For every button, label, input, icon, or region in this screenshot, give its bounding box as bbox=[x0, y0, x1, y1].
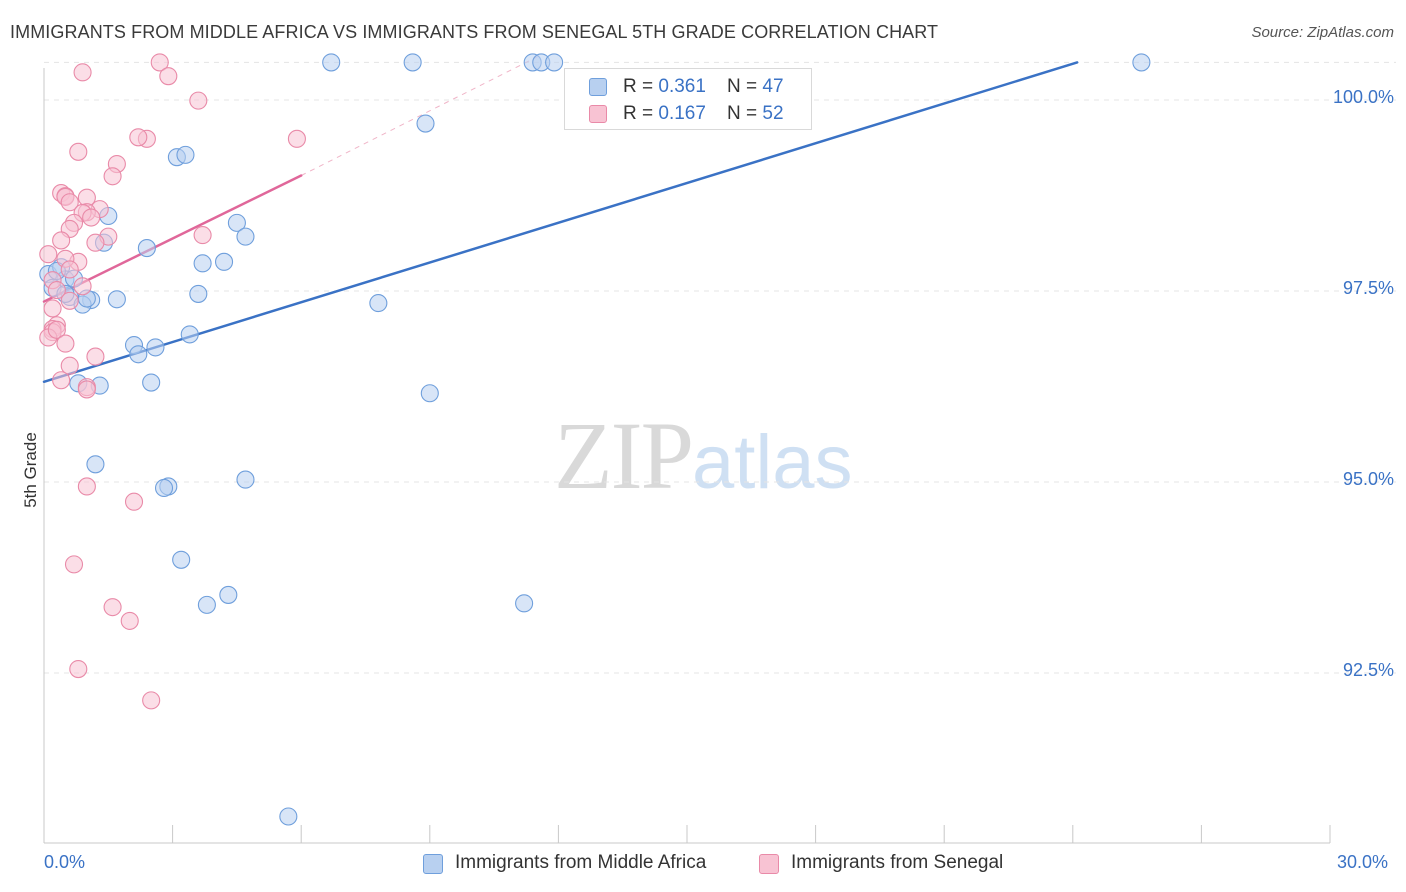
point-middle-africa bbox=[146, 338, 165, 357]
point-middle-africa bbox=[193, 254, 212, 273]
point-senegal bbox=[39, 245, 58, 264]
point-senegal bbox=[60, 356, 79, 375]
point-middle-africa bbox=[322, 53, 341, 72]
point-senegal bbox=[47, 281, 66, 300]
point-senegal bbox=[73, 63, 92, 82]
point-senegal bbox=[69, 659, 88, 679]
point-senegal bbox=[129, 128, 148, 147]
point-middle-africa bbox=[197, 595, 216, 614]
chart-title: IMMIGRANTS FROM MIDDLE AFRICA VS IMMIGRA… bbox=[10, 22, 939, 42]
point-senegal bbox=[150, 53, 169, 72]
trend-line-extension-senegal bbox=[300, 54, 542, 176]
r-value: 0.361 bbox=[658, 76, 706, 97]
point-senegal bbox=[60, 260, 79, 279]
series-legend: Immigrants from Middle Africa Immigrants… bbox=[0, 852, 1406, 878]
point-senegal bbox=[60, 193, 79, 212]
point-senegal bbox=[77, 380, 96, 399]
point-middle-africa bbox=[403, 53, 422, 72]
point-senegal bbox=[52, 371, 71, 390]
point-middle-africa bbox=[369, 294, 388, 313]
point-senegal bbox=[124, 492, 144, 511]
point-middle-africa bbox=[137, 239, 156, 258]
point-senegal bbox=[60, 291, 79, 310]
point-senegal bbox=[69, 142, 88, 161]
point-middle-africa bbox=[279, 807, 298, 826]
point-middle-africa bbox=[545, 53, 564, 72]
point-middle-africa bbox=[515, 594, 534, 613]
legend-swatch-middle-africa bbox=[589, 78, 607, 96]
stats-legend: R = 0.361 N = 47 R = 0.167 N = 52 bbox=[564, 68, 812, 130]
legend-swatch-senegal bbox=[589, 105, 607, 123]
y-tick-label: 92.5% bbox=[1342, 660, 1394, 680]
point-middle-africa bbox=[154, 478, 174, 498]
axes bbox=[43, 68, 1331, 844]
x-tick-label-min: 0.0% bbox=[44, 852, 86, 872]
point-senegal bbox=[103, 598, 122, 617]
n-value: 47 bbox=[762, 76, 784, 97]
y-tick-label: 100.0% bbox=[1332, 87, 1394, 107]
point-middle-africa bbox=[107, 290, 126, 309]
point-senegal bbox=[56, 334, 75, 353]
point-senegal bbox=[142, 691, 161, 710]
data-points bbox=[39, 53, 1151, 826]
point-middle-africa bbox=[180, 325, 199, 344]
point-middle-africa bbox=[416, 114, 435, 133]
point-middle-africa bbox=[227, 213, 246, 232]
point-middle-africa bbox=[86, 455, 105, 474]
grid-lines bbox=[44, 61, 1396, 674]
legend-text: R = 0.361 N = 47 bbox=[623, 76, 784, 97]
point-senegal bbox=[159, 67, 178, 86]
point-senegal bbox=[86, 233, 105, 252]
point-senegal bbox=[77, 477, 96, 496]
point-senegal bbox=[64, 555, 84, 574]
trend-line-middle-africa bbox=[42, 61, 1079, 384]
point-senegal bbox=[43, 299, 62, 318]
legend-label: Immigrants from Middle Africa bbox=[455, 852, 707, 873]
point-senegal bbox=[82, 208, 101, 227]
point-senegal bbox=[52, 231, 71, 250]
point-senegal bbox=[86, 347, 105, 366]
y-tick-label: 97.5% bbox=[1342, 278, 1394, 298]
point-senegal bbox=[120, 611, 139, 630]
watermark-atlas: atlas bbox=[692, 420, 853, 505]
point-middle-africa bbox=[236, 470, 255, 489]
point-middle-africa bbox=[176, 145, 195, 164]
point-middle-africa bbox=[236, 227, 255, 246]
legend-text: R = 0.167 N = 52 bbox=[623, 103, 784, 124]
point-middle-africa bbox=[1132, 53, 1151, 72]
point-middle-africa bbox=[420, 384, 439, 403]
y-axis-title: 5th Grade bbox=[21, 432, 41, 508]
legend-swatch-senegal bbox=[759, 854, 779, 874]
point-middle-africa bbox=[219, 585, 238, 604]
point-senegal bbox=[47, 320, 66, 339]
point-middle-africa bbox=[172, 550, 191, 569]
point-middle-africa bbox=[214, 252, 234, 271]
point-middle-africa bbox=[129, 345, 148, 364]
r-value: 0.167 bbox=[658, 103, 706, 124]
legend-label: Immigrants from Senegal bbox=[791, 852, 1004, 873]
point-middle-africa bbox=[189, 284, 208, 303]
point-middle-africa bbox=[142, 373, 161, 392]
y-tick-label: 95.0% bbox=[1342, 469, 1394, 489]
point-senegal bbox=[73, 277, 92, 296]
point-senegal bbox=[193, 226, 212, 245]
point-senegal bbox=[189, 91, 208, 110]
point-senegal bbox=[287, 129, 306, 148]
point-senegal bbox=[103, 167, 122, 186]
source-credit: Source: ZipAtlas.com bbox=[1251, 24, 1394, 41]
legend-swatch-middle-africa bbox=[423, 854, 443, 874]
watermark-zip: ZIP bbox=[554, 402, 694, 509]
x-tick-label-max: 30.0% bbox=[1337, 852, 1389, 872]
watermark: ZIPatlas bbox=[554, 400, 853, 511]
n-value: 52 bbox=[762, 103, 784, 124]
